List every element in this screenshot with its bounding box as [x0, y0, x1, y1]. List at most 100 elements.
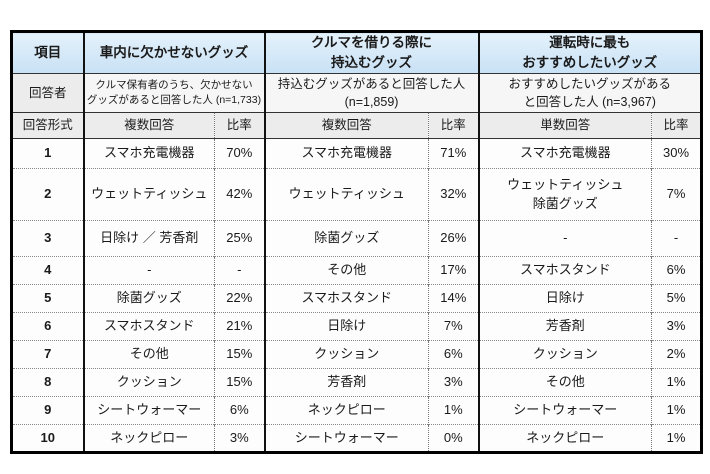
item-line1: ウェットティッシュ [507, 176, 624, 192]
item-cell: その他 [82, 340, 215, 369]
group1-title: 車内に欠かせないグッズ [82, 31, 265, 74]
item-cell: ウェットティッシュ [263, 168, 429, 221]
ratio-cell: 15% [214, 340, 265, 369]
item-cell: ネックピロー [477, 424, 652, 453]
ratio-cell: 7% [427, 312, 479, 341]
ratio-cell: 30% [651, 138, 702, 169]
rank-cell: 9 [11, 396, 84, 425]
corner-label: 項目 [11, 31, 84, 74]
ratio-cell: 21% [214, 312, 265, 341]
ratio-cell: - [214, 256, 265, 285]
rank-cell: 6 [11, 312, 84, 341]
group1-ratio-header: 比率 [214, 112, 265, 139]
table-row-rank5: 5 除菌グッズ 22% スマホスタンド 14% 日除け 5% [11, 284, 702, 313]
ratio-cell: 1% [651, 368, 702, 397]
group3-ratio-header: 比率 [651, 112, 702, 139]
ratio-cell: 3% [427, 368, 479, 397]
ratio-cell: 3% [214, 424, 265, 453]
item-cell: シートウォーマー [263, 424, 429, 453]
rank-cell: 4 [11, 256, 84, 285]
ratio-cell: 3% [651, 312, 702, 341]
item-cell: スマホ充電機器 [263, 138, 429, 169]
ratio-cell: 6% [427, 340, 479, 369]
ratio-cell: 6% [214, 396, 265, 425]
item-line2: 除菌グッズ [532, 195, 598, 211]
ratio-cell: - [651, 220, 702, 257]
table-row-rank10: 10 ネックピロー 3% シートウォーマー 0% ネックピロー 1% [11, 424, 702, 453]
item-cell: クッション [82, 368, 215, 397]
ratio-cell: 17% [427, 256, 479, 285]
ratio-cell: 2% [651, 340, 702, 369]
ratio-cell: 70% [214, 138, 265, 169]
item-cell: - [477, 220, 652, 257]
ratio-cell: 14% [427, 284, 479, 313]
group2-respondents-line1: 持込むグッズがあると回答した人 [277, 76, 466, 91]
header-row-respondents: 回答者 クルマ保有者のうち、欠かせない グッズがあると回答した人 (n=1,73… [11, 73, 702, 113]
group2-title: クルマを借りる際に 持込むグッズ [263, 31, 479, 74]
item-cell: スマホ充電機器 [82, 138, 215, 169]
item-cell: スマホ充電機器 [477, 138, 652, 169]
item-cell: - [82, 256, 215, 285]
ratio-cell: 26% [427, 220, 479, 257]
item-cell: シートウォーマー [82, 396, 215, 425]
item-cell: 日除け [477, 284, 652, 313]
ratio-cell: 1% [651, 424, 702, 453]
ratio-cell: 5% [651, 284, 702, 313]
group1-respondents-line2: グッズがあると回答した人 (n=1,733) [86, 94, 262, 106]
item-cell: クッション [263, 340, 429, 369]
item-cell: ネックピロー [82, 424, 215, 453]
ratio-cell: 22% [214, 284, 265, 313]
group2-respondents-line2: (n=1,859) [344, 95, 399, 109]
ratio-cell: 1% [651, 396, 702, 425]
item-cell: 芳香剤 [263, 368, 429, 397]
ratio-cell: 42% [214, 168, 265, 221]
item-cell: シートウォーマー [477, 396, 652, 425]
item-cell: ネックピロー [263, 396, 429, 425]
group3-respondents-line2: と回答した人 (n=3,967) [523, 95, 656, 109]
table-row-rank9: 9 シートウォーマー 6% ネックピロー 1% シートウォーマー 1% [11, 396, 702, 425]
group2-title-line1: クルマを借りる際に [310, 35, 433, 51]
item-cell: 芳香剤 [477, 312, 652, 341]
format-label: 回答形式 [11, 112, 84, 139]
table-row-rank6: 6 スマホスタンド 21% 日除け 7% 芳香剤 3% [11, 312, 702, 341]
rank-cell: 3 [11, 220, 84, 257]
item-cell: スマホスタンド [82, 312, 215, 341]
table-row-rank8: 8 クッション 15% 芳香剤 3% その他 1% [11, 368, 702, 397]
respondents-label: 回答者 [11, 73, 84, 113]
group3-title-line1: 運転時に最も [549, 35, 631, 51]
ratio-cell: 7% [651, 168, 702, 221]
survey-results-table: 項目 車内に欠かせないグッズ クルマを借りる際に 持込むグッズ 運転時に最も お… [10, 30, 704, 454]
item-cell: その他 [477, 368, 652, 397]
group2-format: 複数回答 [263, 112, 429, 139]
group2-respondents: 持込むグッズがあると回答した人 (n=1,859) [263, 73, 479, 113]
item-cell: 日除け [263, 312, 429, 341]
rank-cell: 7 [11, 340, 84, 369]
table-row-rank4: 4 - - その他 17% スマホスタンド 6% [11, 256, 702, 285]
group3-format: 単数回答 [477, 112, 652, 139]
group3-respondents-line1: おすすめしたいグッズがある [508, 76, 672, 91]
group3-respondents: おすすめしたいグッズがある と回答した人 (n=3,967) [477, 73, 702, 113]
ratio-cell: 0% [427, 424, 479, 453]
group1-title-line1: 車内に欠かせないグッズ [99, 45, 249, 61]
item-cell: その他 [263, 256, 429, 285]
header-row-titles: 項目 車内に欠かせないグッズ クルマを借りる際に 持込むグッズ 運転時に最も お… [11, 31, 702, 74]
rank-cell: 10 [11, 424, 84, 453]
ratio-cell: 15% [214, 368, 265, 397]
group3-title: 運転時に最も おすすめしたいグッズ [477, 31, 702, 74]
rank-cell: 5 [11, 284, 84, 313]
item-cell: クッション [477, 340, 652, 369]
ratio-cell: 1% [427, 396, 479, 425]
rank-cell: 2 [11, 168, 84, 221]
group1-respondents: クルマ保有者のうち、欠かせない グッズがあると回答した人 (n=1,733) [82, 73, 265, 113]
ratio-cell: 6% [651, 256, 702, 285]
group3-title-line2: おすすめしたいグッズ [522, 55, 658, 70]
item-cell: 日除け ／ 芳香剤 [82, 220, 215, 257]
ratio-cell: 25% [214, 220, 265, 257]
table-row-rank2: 2 ウェットティッシュ 42% ウェットティッシュ 32% ウェットティッシュ … [11, 168, 702, 221]
item-cell: 除菌グッズ [82, 284, 215, 313]
group2-ratio-header: 比率 [427, 112, 479, 139]
item-cell: スマホスタンド [263, 284, 429, 313]
group2-title-line2: 持込むグッズ [331, 55, 412, 70]
ratio-cell: 71% [427, 138, 479, 169]
